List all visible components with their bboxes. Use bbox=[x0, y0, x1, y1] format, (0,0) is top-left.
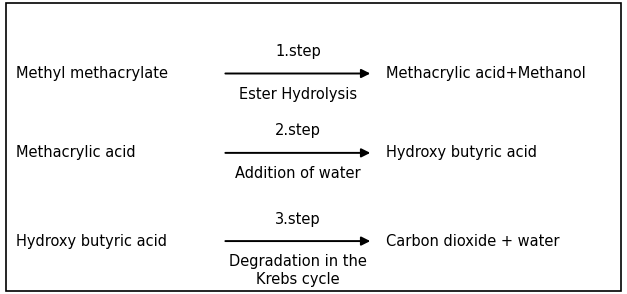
Text: Hydroxy butyric acid: Hydroxy butyric acid bbox=[386, 145, 537, 161]
Text: 3.step: 3.step bbox=[275, 211, 320, 227]
Text: Hydroxy butyric acid: Hydroxy butyric acid bbox=[16, 233, 167, 249]
Text: Methacrylic acid+Methanol: Methacrylic acid+Methanol bbox=[386, 66, 586, 81]
Text: Methacrylic acid: Methacrylic acid bbox=[16, 145, 135, 161]
Text: 2.step: 2.step bbox=[275, 123, 321, 138]
Text: 1.step: 1.step bbox=[275, 44, 320, 59]
Text: Ester Hydrolysis: Ester Hydrolysis bbox=[239, 87, 357, 102]
Text: Methyl methacrylate: Methyl methacrylate bbox=[16, 66, 167, 81]
Text: Addition of water: Addition of water bbox=[235, 166, 361, 181]
Text: Degradation in the
Krebs cycle: Degradation in the Krebs cycle bbox=[229, 254, 367, 287]
Text: Carbon dioxide + water: Carbon dioxide + water bbox=[386, 233, 559, 249]
